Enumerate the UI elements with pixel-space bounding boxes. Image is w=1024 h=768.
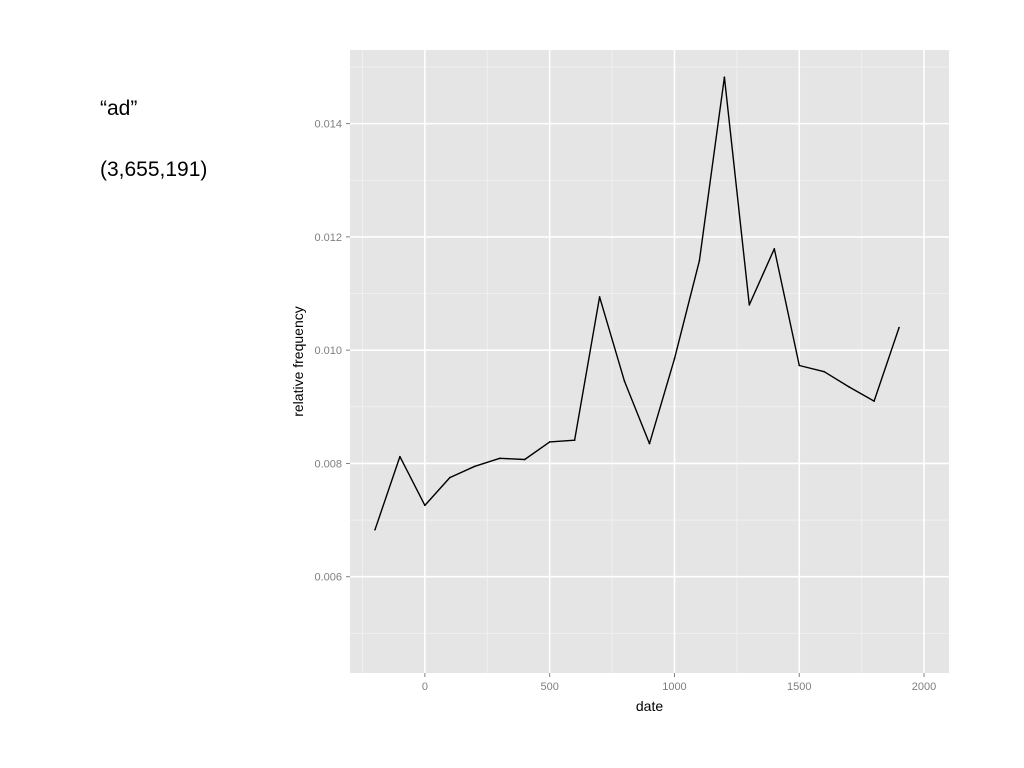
minor-gridlines <box>350 50 949 673</box>
data-point <box>748 304 751 306</box>
x-tick-label: 1000 <box>662 681 686 693</box>
side-caption: “ad” (3,655,191) <box>100 98 207 180</box>
data-point <box>898 326 900 329</box>
data-point <box>399 455 401 458</box>
data-point <box>623 380 626 383</box>
plot-panel <box>350 50 949 673</box>
x-tick-label: 1500 <box>787 681 811 693</box>
major-gridlines <box>350 50 949 673</box>
series-line <box>374 76 900 530</box>
data-point <box>773 247 776 250</box>
y-tick-label: 0.008 <box>314 458 342 470</box>
data-point <box>473 465 476 468</box>
y-axis: 0.006 0.008 0.010 0.012 0.014 <box>314 119 350 584</box>
y-tick-label: 0.006 <box>314 572 342 584</box>
term-count: (3,655,191) <box>100 158 208 181</box>
data-point <box>374 528 376 531</box>
data-point <box>598 296 601 298</box>
data-point <box>449 476 451 479</box>
data-point <box>823 370 826 373</box>
y-tick-label: 0.014 <box>314 119 342 131</box>
x-tick-label: 0 <box>422 681 428 693</box>
data-point <box>523 458 526 461</box>
data-point <box>798 364 801 367</box>
x-axis-title: date <box>636 698 663 714</box>
data-point <box>498 457 501 460</box>
data-point <box>723 76 726 78</box>
data-point <box>673 357 676 360</box>
y-tick-label: 0.012 <box>314 232 342 244</box>
x-tick-label: 500 <box>540 681 558 693</box>
data-point <box>848 386 850 388</box>
data-point <box>548 441 551 443</box>
y-tick-label: 0.010 <box>314 345 342 357</box>
data-point <box>573 439 576 442</box>
series-layer <box>374 76 900 531</box>
data-point <box>698 259 701 262</box>
x-axis: 0 500 1000 1500 2000 <box>422 673 936 693</box>
data-point <box>648 442 651 445</box>
x-tick-label: 2000 <box>912 681 936 693</box>
y-axis-title: relative frequency <box>290 306 306 417</box>
term-label: “ad” <box>100 97 138 120</box>
data-point <box>424 504 426 507</box>
data-point <box>873 400 875 402</box>
